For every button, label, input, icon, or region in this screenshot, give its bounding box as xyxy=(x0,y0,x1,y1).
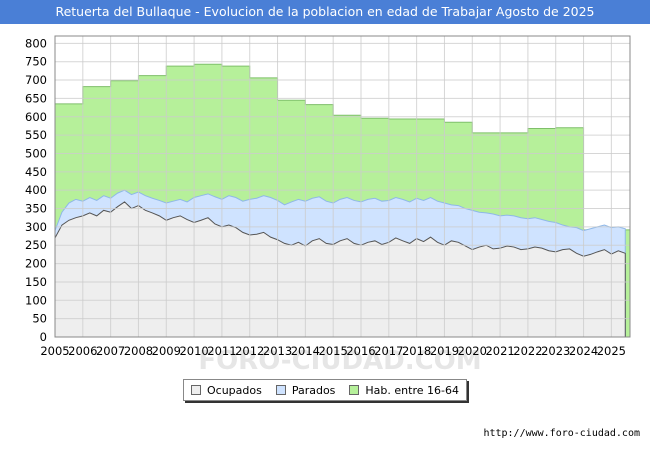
legend-label-parados: Parados xyxy=(291,383,336,397)
y-tick-label: 200 xyxy=(25,257,47,271)
chart-canvas: FORO-CIUDAD.COM 0 50 100 150 200 250 300 350 400 4… xyxy=(25,35,631,376)
x-tick-label: 2015 xyxy=(319,344,348,358)
series-area-ocupados xyxy=(54,201,626,338)
x-tick-label: 2025 xyxy=(597,344,626,358)
legend-label-hab: Hab. entre 16-64 xyxy=(365,383,459,397)
x-tick-label: 2014 xyxy=(291,344,320,358)
y-tick-label: 250 xyxy=(25,238,47,252)
x-tick-label: 2024 xyxy=(569,344,598,358)
x-tick-label: 2023 xyxy=(541,344,570,358)
x-tick-label: 2012 xyxy=(235,344,264,358)
source-url[interactable]: http://www.foro-ciudad.com xyxy=(483,428,640,439)
x-tick-label: 2008 xyxy=(124,344,153,358)
x-tick-label: 2013 xyxy=(263,344,292,358)
y-tick-label: 650 xyxy=(25,91,47,105)
x-tick-label: 2011 xyxy=(207,344,236,358)
x-tick-label: 2019 xyxy=(430,344,459,358)
y-tick-label: 600 xyxy=(25,110,47,124)
y-tick-label: 550 xyxy=(25,128,47,142)
y-tick-label: 700 xyxy=(25,73,47,87)
y-tick-label: 500 xyxy=(25,146,47,160)
x-tick-label: 2016 xyxy=(346,344,375,358)
legend-item-hab: Hab. entre 16-64 xyxy=(349,384,459,397)
x-tick-label: 2018 xyxy=(402,344,431,358)
legend-item-ocupados: Ocupados xyxy=(190,383,262,397)
legend-item-parados: Parados xyxy=(275,383,336,397)
x-tick-label: 2010 xyxy=(179,344,208,358)
x-tick-label: 2007 xyxy=(96,344,125,358)
y-tick-label: 400 xyxy=(25,183,47,197)
watermark-text: FORO-CIUDAD.COM xyxy=(198,346,481,376)
legend-swatch-hab xyxy=(349,385,360,395)
x-tick-label: 2006 xyxy=(68,344,97,358)
x-tick-label: 2017 xyxy=(374,344,403,358)
chart-legend: Ocupados Parados Hab. entre 16-64 xyxy=(183,379,467,401)
plot-frame xyxy=(54,35,631,338)
x-tick-label: 2009 xyxy=(152,344,181,358)
y-tick-label: 50 xyxy=(32,312,47,326)
y-tick-label: 100 xyxy=(25,293,47,307)
y-tick-label: 300 xyxy=(25,220,47,234)
y-tick-label: 0 xyxy=(40,330,47,344)
legend-swatch-parados xyxy=(275,385,286,395)
y-tick-label: 150 xyxy=(25,275,47,289)
y-tick-label: 450 xyxy=(25,165,47,179)
y-tick-label: 350 xyxy=(25,202,47,216)
x-tick-label: 2020 xyxy=(458,344,487,358)
legend-label-ocupados: Ocupados xyxy=(206,383,262,397)
chart-title: Retuerta del Bullaque - Evolucion de la … xyxy=(0,0,650,24)
y-tick-label: 800 xyxy=(25,36,47,50)
x-tick-label: 2022 xyxy=(513,344,542,358)
y-tick-label: 750 xyxy=(25,55,47,69)
x-tick-label: 2005 xyxy=(40,344,69,358)
legend-swatch-ocupados xyxy=(190,385,201,395)
x-tick-label: 2021 xyxy=(485,344,514,358)
